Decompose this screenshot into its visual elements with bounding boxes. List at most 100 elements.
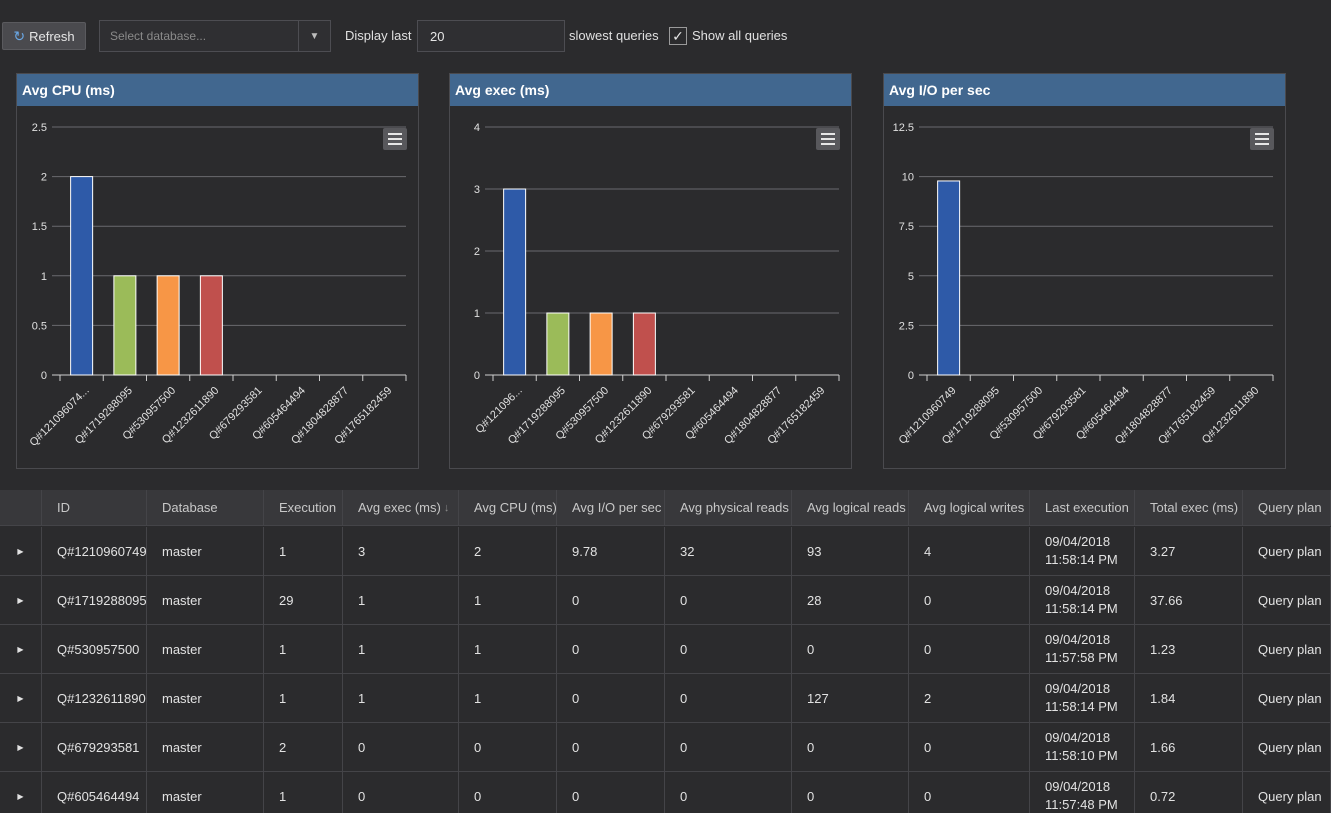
expand-row-icon[interactable]: ▶ [0,674,42,722]
column-header-label: Last execution [1045,500,1129,515]
checkmark-icon: ✓ [672,28,684,44]
bar[interactable] [199,275,223,376]
table-cell: 0 [909,576,1030,624]
last-execution-date: 09/04/2018 [1045,534,1111,549]
table-row[interactable]: ▶ Q#1210960749 master 1 3 2 9.78 32 93 4 09/04/201… [0,527,1331,576]
table-cell: 0.72 [1135,772,1243,813]
y-tick-label: 0 [474,370,480,382]
column-header[interactable]: Database [147,490,264,525]
bar[interactable] [632,312,656,376]
column-header[interactable]: Query plan [1243,490,1331,525]
table-cell: 0 [792,772,909,813]
column-header[interactable]: Last execution [1030,490,1135,525]
table-cell: 1.66 [1135,723,1243,771]
last-execution-cell: 09/04/2018 11:58:14 PM [1030,527,1135,575]
table-cell: 3.27 [1135,527,1243,575]
bar[interactable] [70,176,94,376]
expand-row-icon[interactable]: ▶ [0,625,42,673]
table-cell: 28 [792,576,909,624]
last-execution-cell: 09/04/2018 11:57:58 PM [1030,625,1135,673]
avg-exec-chart: Avg exec (ms) 0 1 2 3 4 Q#121096... Q#17192880… [449,73,852,469]
bar[interactable] [503,188,527,376]
column-header[interactable]: Avg I/O per sec [557,490,665,525]
last-execution-date: 09/04/2018 [1045,730,1111,745]
database-select-placeholder: Select database... [110,29,207,43]
chart-title: Avg exec (ms) [450,74,851,106]
table-cell: 127 [792,674,909,722]
y-tick-label: 2.5 [899,320,914,332]
column-header[interactable]: Avg physical reads [665,490,792,525]
table-cell: 0 [665,772,792,813]
table-cell: Q#530957500 [42,625,147,673]
sort-arrow-icon: ↓ [443,501,450,514]
table-row[interactable]: ▶ Q#679293581 master 2 0 0 0 0 0 0 09/04/2018 11:58… [0,723,1331,772]
query-plan-link[interactable]: Query plan [1243,625,1331,673]
query-count-input[interactable] [417,20,565,52]
table-cell: 0 [909,625,1030,673]
expand-row-icon[interactable]: ▶ [0,527,42,575]
show-all-label[interactable]: Show all queries [692,28,788,43]
column-header-label: ID [57,500,70,515]
expand-row-icon[interactable]: ▶ [0,723,42,771]
table-cell: 1 [459,576,557,624]
column-header[interactable]: Avg logical reads [792,490,909,525]
table-cell: 2 [264,723,343,771]
refresh-button[interactable]: ↻ Refresh [2,22,86,50]
table-row[interactable]: ▶ Q#1232611890 master 1 1 1 0 0 127 2 09/04/2018 11… [0,674,1331,723]
column-header[interactable]: ID [42,490,147,525]
query-plan-link[interactable]: Query plan [1243,723,1331,771]
chart-menu-icon[interactable] [816,128,840,150]
expand-column-header [0,490,42,525]
slowest-queries-label: slowest queries [569,28,659,43]
query-plan-link[interactable]: Query plan [1243,674,1331,722]
table-cell: 1.23 [1135,625,1243,673]
chart-menu-icon[interactable] [1250,128,1274,150]
column-header[interactable]: Execution [264,490,343,525]
avg-io-chart: Avg I/O per sec 0 2.5 5 7.5 10 12.5 Q#12109607… [883,73,1286,469]
last-execution-cell: 09/04/2018 11:58:14 PM [1030,576,1135,624]
bar[interactable] [113,275,137,376]
table-cell: 4 [909,527,1030,575]
table-cell: 3 [343,527,459,575]
query-plan-link[interactable]: Query plan [1243,576,1331,624]
column-header[interactable]: Avg logical writes [909,490,1030,525]
table-cell: Q#1232611890 [42,674,147,722]
last-execution-cell: 09/04/2018 11:57:48 PM [1030,772,1135,813]
last-execution-date: 09/04/2018 [1045,583,1111,598]
column-header[interactable]: Total exec (ms) [1135,490,1243,525]
table-cell: 2 [459,527,557,575]
column-header[interactable]: Avg exec (ms) ↓ [343,490,459,525]
y-tick-label: 0.5 [32,320,47,332]
expand-row-icon[interactable]: ▶ [0,576,42,624]
database-select[interactable]: Select database... ▼ [99,20,331,52]
query-plan-link[interactable]: Query plan [1243,527,1331,575]
table-cell: 0 [557,625,665,673]
y-tick-label: 12.5 [893,122,914,134]
table-cell: master [147,527,264,575]
y-tick-label: 2 [41,172,47,184]
table-row[interactable]: ▶ Q#530957500 master 1 1 1 0 0 0 0 09/04/2018 11:57… [0,625,1331,674]
last-execution-time: 11:58:14 PM [1045,699,1118,714]
table-cell: master [147,674,264,722]
column-header[interactable]: Avg CPU (ms) [459,490,557,525]
expand-row-icon[interactable]: ▶ [0,772,42,813]
chart-menu-icon[interactable] [383,128,407,150]
y-tick-label: 1.5 [32,221,47,233]
bar[interactable] [589,312,613,376]
bar[interactable] [546,312,570,376]
table-cell: master [147,723,264,771]
query-plan-link[interactable]: Query plan [1243,772,1331,813]
column-header-label: Avg I/O per sec [572,500,662,515]
table-row[interactable]: ▶ Q#1719288095 master 29 1 1 0 0 28 0 09/04/2018 11… [0,576,1331,625]
y-tick-label: 0 [908,370,914,382]
chart-plot-area: 00.511.522.5Q#121096074...Q#1719288095Q#… [27,122,407,449]
dropdown-arrow-icon[interactable]: ▼ [298,21,330,51]
bar[interactable] [937,180,961,376]
table-row[interactable]: ▶ Q#605464494 master 1 0 0 0 0 0 0 09/04/2018 11:57… [0,772,1331,813]
table-cell: Q#679293581 [42,723,147,771]
y-tick-label: 7.5 [899,221,914,233]
bar[interactable] [156,275,180,376]
table-cell: 1 [264,772,343,813]
show-all-checkbox[interactable]: ✓ [669,27,687,45]
chart-title: Avg CPU (ms) [17,74,418,106]
